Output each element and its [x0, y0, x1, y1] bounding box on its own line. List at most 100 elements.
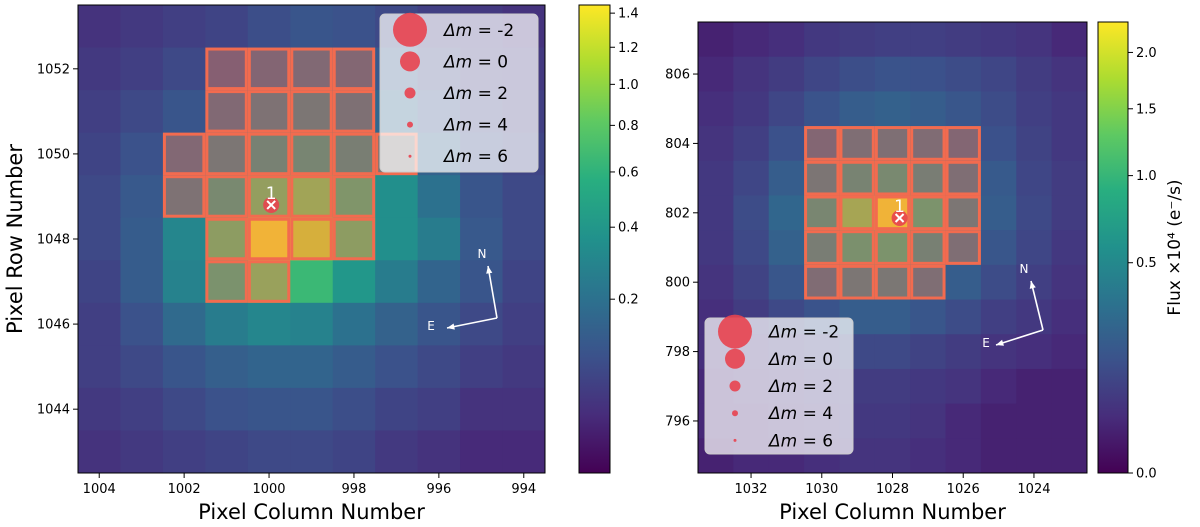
- legend-marker: [408, 154, 412, 158]
- flux-pixel: [162, 345, 206, 389]
- aperture-pixel: [247, 260, 291, 303]
- legend-symbol: Δm: [442, 84, 472, 104]
- flux-pixel: [733, 230, 770, 266]
- flux-pixel: [839, 195, 876, 231]
- flux-pixel: [78, 5, 121, 49]
- legend: Δm = -2Δm = 0Δm = 2Δm = 4Δm = 6: [379, 12, 539, 173]
- flux-pixel: [1051, 230, 1088, 266]
- flux-pixel: [375, 345, 419, 389]
- flux-pixel: [162, 5, 206, 49]
- flux-pixel: [839, 22, 876, 58]
- aperture-pixel: [804, 195, 840, 231]
- legend-value: -2: [497, 21, 514, 41]
- flux-pixel: [804, 126, 840, 162]
- flux-pixel: [78, 387, 121, 431]
- aperture-pixel: [332, 90, 376, 133]
- flux-pixel: [247, 132, 291, 176]
- aperture-pixel: [804, 160, 840, 196]
- flux-pixel: [945, 56, 982, 92]
- legend-value: 2: [822, 377, 833, 397]
- flux-pixel: [205, 260, 249, 304]
- flux-pixel: [375, 387, 419, 431]
- y-tick-label: 796: [665, 414, 690, 429]
- flux-pixel: [417, 217, 461, 261]
- aperture-pixel: [205, 260, 248, 303]
- flux-pixel: [804, 160, 840, 196]
- flux-pixel: [945, 22, 982, 58]
- flux-pixel: [290, 387, 334, 431]
- flux-pixel: [874, 56, 911, 92]
- east-arrowhead-icon: [447, 323, 455, 330]
- colorbar-tick-label: 0.5: [1136, 256, 1157, 271]
- legend-entry: Δm = -2: [767, 323, 839, 343]
- y-tick-label: 1050: [37, 147, 70, 162]
- colorbar-tick-label: 1.0: [1136, 169, 1157, 184]
- legend-equals: =: [797, 404, 822, 424]
- aperture-pixel: [945, 195, 981, 231]
- legend-symbol: Δm: [767, 431, 797, 451]
- colorbar-gradient: [1097, 21, 1129, 474]
- colorbar-label: Flux ×10⁴ (e⁻/s): [1165, 179, 1185, 315]
- legend-marker: [725, 348, 745, 369]
- north-arrow-icon: [1030, 280, 1044, 331]
- legend-value: 0: [497, 52, 508, 72]
- aperture-pixel: [839, 230, 875, 265]
- flux-pixel: [78, 90, 121, 134]
- flux-pixel: [698, 160, 734, 196]
- legend-value: 4: [822, 404, 833, 424]
- flux-pixel: [980, 195, 1017, 231]
- north-arrowhead-icon: [486, 266, 493, 274]
- flux-pixel: [120, 175, 164, 219]
- legend-marker: [407, 121, 413, 128]
- flux-pixel: [162, 430, 206, 474]
- aperture-pixel: [290, 47, 333, 91]
- flux-pixel: [768, 230, 805, 266]
- star-label: 1: [894, 197, 905, 217]
- flux-pixel: [375, 302, 419, 346]
- legend-equals: =: [797, 323, 822, 343]
- flux-heatmap: [698, 22, 1088, 474]
- flux-pixel: [804, 230, 840, 266]
- flux-pixel: [162, 217, 206, 261]
- flux-pixel: [332, 90, 376, 134]
- flux-pixel: [910, 438, 947, 474]
- y-tick-label: 1046: [37, 318, 70, 333]
- aperture-pixel: [874, 264, 911, 300]
- legend-equals: =: [472, 21, 497, 41]
- flux-pixel: [768, 264, 805, 301]
- aperture-pixel: [839, 126, 875, 161]
- flux-pixel: [980, 230, 1017, 266]
- flux-pixel: [290, 90, 334, 134]
- flux-pixel: [768, 56, 805, 92]
- flux-pixel: [375, 260, 419, 304]
- colorbar: 1.4 1.2 1.0 0.8 0.6 0.4 0.2: [578, 4, 639, 474]
- legend-entry: Δm = 2: [767, 377, 833, 397]
- flux-pixel: [1051, 195, 1088, 231]
- flux-pixel: [78, 47, 121, 91]
- legend-value: 0: [822, 350, 833, 370]
- flux-pixel: [205, 132, 249, 176]
- flux-pixel: [162, 387, 206, 431]
- flux-pixel: [980, 403, 1017, 439]
- flux-pixel: [1016, 368, 1053, 405]
- flux-pixel: [804, 22, 840, 58]
- x-tick-label: 1028: [876, 482, 909, 497]
- flux-pixel: [804, 195, 840, 231]
- flux-pixel: [78, 132, 121, 176]
- flux-pixel: [910, 264, 947, 301]
- flux-pixel: [980, 368, 1017, 405]
- flux-pixel: [874, 438, 911, 474]
- flux-pixel: [980, 299, 1017, 335]
- flux-pixel: [980, 264, 1017, 301]
- legend-marker: [729, 380, 741, 392]
- aperture-pixel: [874, 230, 911, 265]
- y-tick-label: 798: [665, 345, 690, 360]
- north-arrowhead-icon: [1029, 281, 1036, 289]
- flux-pixel: [417, 302, 461, 346]
- y-tick-label: 802: [665, 206, 690, 221]
- aperture-pixel: [247, 90, 291, 133]
- flux-pixel: [910, 195, 947, 231]
- flux-pixel: [502, 217, 546, 261]
- compass-east-label: E: [427, 319, 435, 333]
- flux-pixel: [910, 56, 947, 92]
